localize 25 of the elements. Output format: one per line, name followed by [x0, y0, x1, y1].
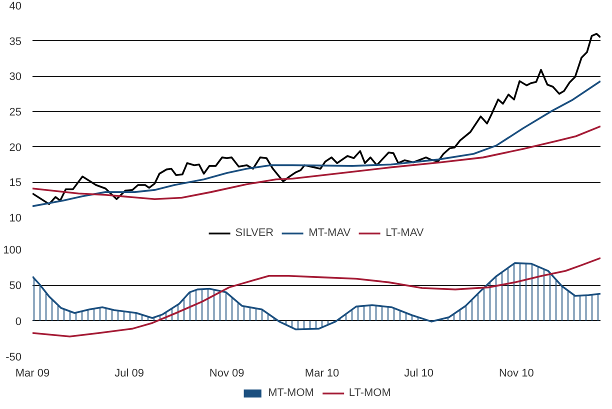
y-tick-label: 15: [9, 177, 22, 190]
x-tick-label: Mar 09: [15, 368, 50, 380]
line-series: [32, 125, 600, 200]
x-tick-label: Nov 10: [498, 368, 534, 380]
legend-label: SILVER: [235, 227, 274, 239]
x-tick-label: Jul 09: [114, 368, 144, 380]
legend-label: LT-MOM: [348, 387, 391, 399]
legend-label: MT-MOM: [268, 387, 314, 399]
y-tick-label: 30: [9, 71, 22, 84]
line-series: [32, 80, 600, 208]
x-tick-label: Nov 09: [209, 368, 244, 380]
y-tick-label: -50: [6, 352, 22, 364]
y-tick-label: 40: [9, 0, 22, 12]
y-tick-label: 10: [9, 212, 22, 224]
y-tick-label: 0: [15, 316, 22, 328]
x-tick-label: Mar 10: [304, 368, 340, 380]
line-series: [32, 32, 600, 205]
y-tick-label: 35: [9, 36, 22, 48]
y-tick-label: 50: [9, 280, 22, 292]
y-tick-label: 20: [9, 142, 22, 154]
y-tick-label: 100: [3, 244, 22, 256]
legend-label: MT-MAV: [308, 227, 351, 239]
y-tick-label: 25: [9, 106, 22, 118]
x-tick-label: Jul 10: [404, 368, 434, 380]
legend-label: LT-MAV: [386, 227, 424, 239]
